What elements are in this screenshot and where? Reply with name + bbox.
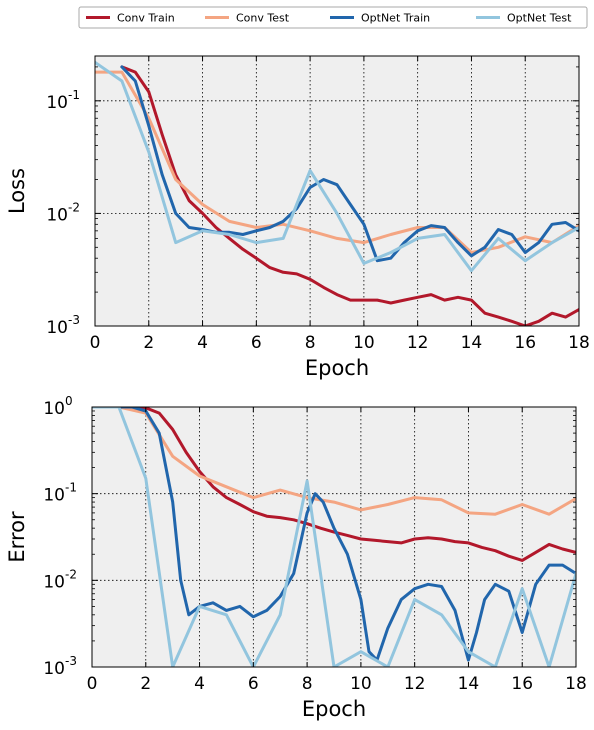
series-line-conv-train [117, 407, 576, 562]
legend-item-conv-train: Conv Train [86, 12, 175, 25]
x-tick-label: 8 [305, 333, 316, 353]
series-group [95, 60, 579, 326]
series-line-conv-test [95, 70, 579, 254]
y-tick-label: 10 -2 [43, 567, 77, 592]
legend-item-optnet-test: OptNet Test [476, 12, 572, 25]
y-tick-exp: -1 [68, 88, 80, 102]
series-line-optnet-test [95, 60, 579, 273]
x-tick-label: 16 [511, 674, 533, 694]
x-axis-label: Epoch [302, 697, 366, 721]
y-tick-exp: -3 [68, 313, 80, 327]
x-tick-label: 14 [461, 333, 483, 353]
y-tick-exp: -3 [65, 654, 77, 668]
x-tick-label: 4 [194, 674, 205, 694]
x-tick-label: 6 [248, 674, 259, 694]
series-line-optnet-train [117, 407, 576, 662]
x-tick-label: 14 [458, 674, 480, 694]
y-tick-exp: -2 [65, 567, 77, 581]
x-tick-label: 16 [514, 333, 536, 353]
legend-item-optnet-train: OptNet Train [330, 12, 430, 25]
legend: Conv Train Conv Test OptNet Train OptNet Te… [78, 6, 588, 29]
y-tick-base: 10 [43, 399, 65, 419]
y-tick-label: 10 -3 [43, 654, 77, 679]
y-tick-base: 10 [43, 486, 65, 506]
legend-item-conv-test: Conv Test [205, 12, 290, 25]
y-tick-exp: -2 [68, 200, 80, 214]
x-tick-label: 10 [350, 674, 372, 694]
y-tick-label: 10 -2 [46, 200, 80, 225]
y-tick-base: 10 [46, 205, 68, 225]
x-tick-label: 0 [87, 674, 98, 694]
y-tick-base: 10 [43, 659, 65, 679]
x-tick-label: 10 [353, 333, 375, 353]
x-tick-label: 2 [143, 333, 154, 353]
y-tick-base: 10 [46, 318, 68, 338]
plot-frame [91, 406, 577, 668]
legend-label: OptNet Train [361, 12, 430, 25]
y-tick-label: 10 0 [43, 394, 72, 419]
y-tick-label: 10 -3 [46, 313, 80, 338]
plot-area [92, 407, 576, 667]
series-group [92, 407, 576, 667]
y-tick-base: 10 [46, 93, 68, 113]
x-tick-label: 0 [90, 333, 101, 353]
x-tick-label: 12 [404, 674, 426, 694]
y-tick-exp: 0 [65, 394, 73, 408]
x-tick-label: 8 [302, 674, 313, 694]
series-line-optnet-train [120, 65, 579, 263]
plot-frame [94, 55, 580, 327]
x-tick-label: 18 [565, 674, 587, 694]
y-axis-label: Loss [5, 168, 29, 214]
legend-label: Conv Train [117, 12, 175, 25]
y-tick-base: 10 [43, 572, 65, 592]
x-tick-label: 6 [251, 333, 262, 353]
x-axis-label: Epoch [305, 356, 369, 380]
y-tick-label: 10 -1 [46, 88, 80, 113]
x-tick-label: 4 [197, 333, 208, 353]
legend-label: OptNet Test [507, 12, 572, 25]
y-tick-exp: -1 [65, 481, 77, 495]
x-tick-label: 12 [407, 333, 429, 353]
series-line-conv-test [92, 407, 576, 516]
series-line-conv-train [120, 65, 579, 326]
y-axis-label: Error [5, 511, 29, 563]
y-tick-label: 10 -1 [43, 481, 77, 506]
x-tick-label: 18 [568, 333, 590, 353]
x-tick-label: 2 [140, 674, 151, 694]
legend-label: Conv Test [236, 12, 290, 25]
